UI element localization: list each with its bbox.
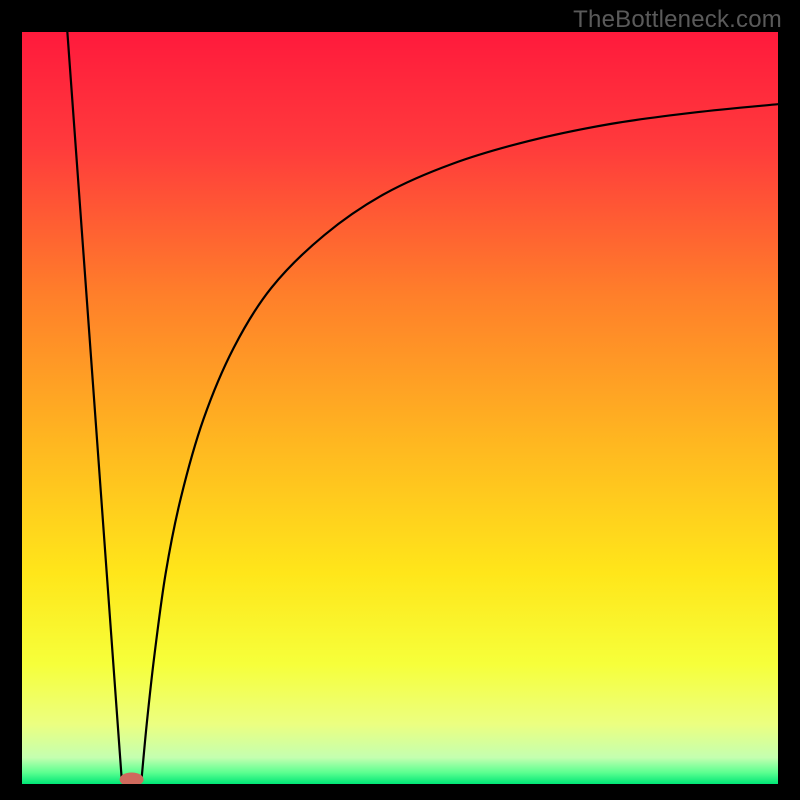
plot-area: [22, 32, 778, 784]
chart-svg: [22, 32, 778, 784]
watermark-text: TheBottleneck.com: [573, 6, 782, 34]
chart-background: [22, 32, 778, 784]
chart-container: TheBottleneck.com: [0, 0, 800, 800]
